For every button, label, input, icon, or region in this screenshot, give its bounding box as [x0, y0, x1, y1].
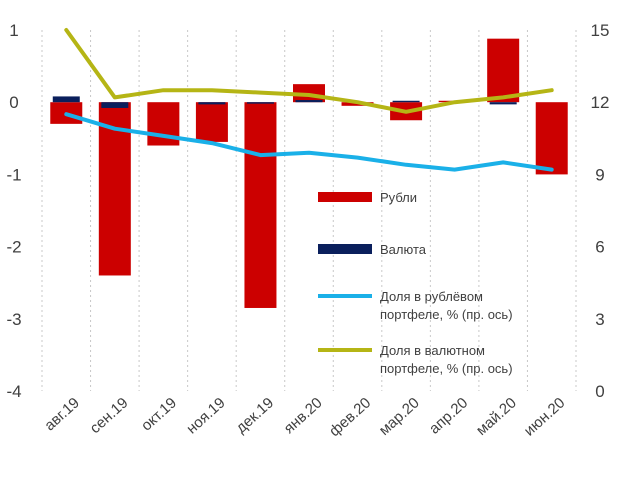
line-currency-share	[64, 28, 554, 114]
category-label: дек.19	[233, 394, 277, 436]
category-label: апр.20	[426, 394, 471, 437]
category-label: авг.19	[41, 394, 83, 434]
left-tick-label: -1	[6, 165, 21, 184]
left-tick-label: -4	[6, 382, 21, 401]
line-ruble-share	[64, 112, 554, 172]
lines	[64, 28, 554, 172]
left-tick-label: -2	[6, 238, 21, 257]
legend: Рубли Валюта Доля в рублёвом портфеле, % (п…	[318, 190, 513, 376]
left-tick-label: -3	[6, 310, 21, 329]
right-tick-label: 3	[595, 310, 604, 329]
legend-swatch	[318, 244, 372, 254]
bar-rubles	[244, 102, 277, 308]
bar-currency	[101, 102, 129, 108]
category-label: янв.20	[281, 394, 326, 437]
legend-label: портфеле, % (пр. ось)	[380, 307, 513, 322]
right-tick-label: 0	[595, 382, 604, 401]
bar-rubles	[535, 102, 568, 175]
category-label: июн.20	[521, 394, 569, 439]
left-tick-label: 1	[9, 21, 18, 40]
bar-currency	[246, 102, 274, 104]
legend-label: Доля в рублёвом	[380, 289, 483, 304]
category-label: май.20	[473, 394, 520, 439]
right-tick-label: 15	[591, 21, 610, 40]
legend-label: портфеле, % (пр. ось)	[380, 361, 513, 376]
bar-rubles	[195, 102, 228, 142]
legend-swatch	[318, 192, 372, 202]
legend-label: Валюта	[380, 242, 427, 257]
bar-currency	[198, 102, 226, 105]
category-label: ноя.19	[183, 394, 228, 437]
bars	[50, 38, 568, 308]
category-label: сен.19	[87, 394, 132, 437]
right-tick-label: 12	[591, 93, 610, 112]
bar-currency	[489, 102, 517, 105]
bar-currency	[52, 96, 80, 103]
legend-label: Рубли	[380, 190, 417, 205]
grid	[41, 30, 577, 391]
bar-rubles	[487, 38, 520, 103]
category-label: фев.20	[326, 394, 374, 440]
category-label: окт.19	[138, 394, 180, 434]
left-tick-label: 0	[9, 93, 18, 112]
category-label: мар.20	[376, 394, 423, 439]
right-tick-label: 9	[595, 165, 604, 184]
bar-currency	[295, 100, 323, 103]
right-tick-label: 6	[595, 238, 604, 257]
legend-label: Доля в валютном	[380, 343, 485, 358]
bar-currency	[392, 100, 420, 103]
